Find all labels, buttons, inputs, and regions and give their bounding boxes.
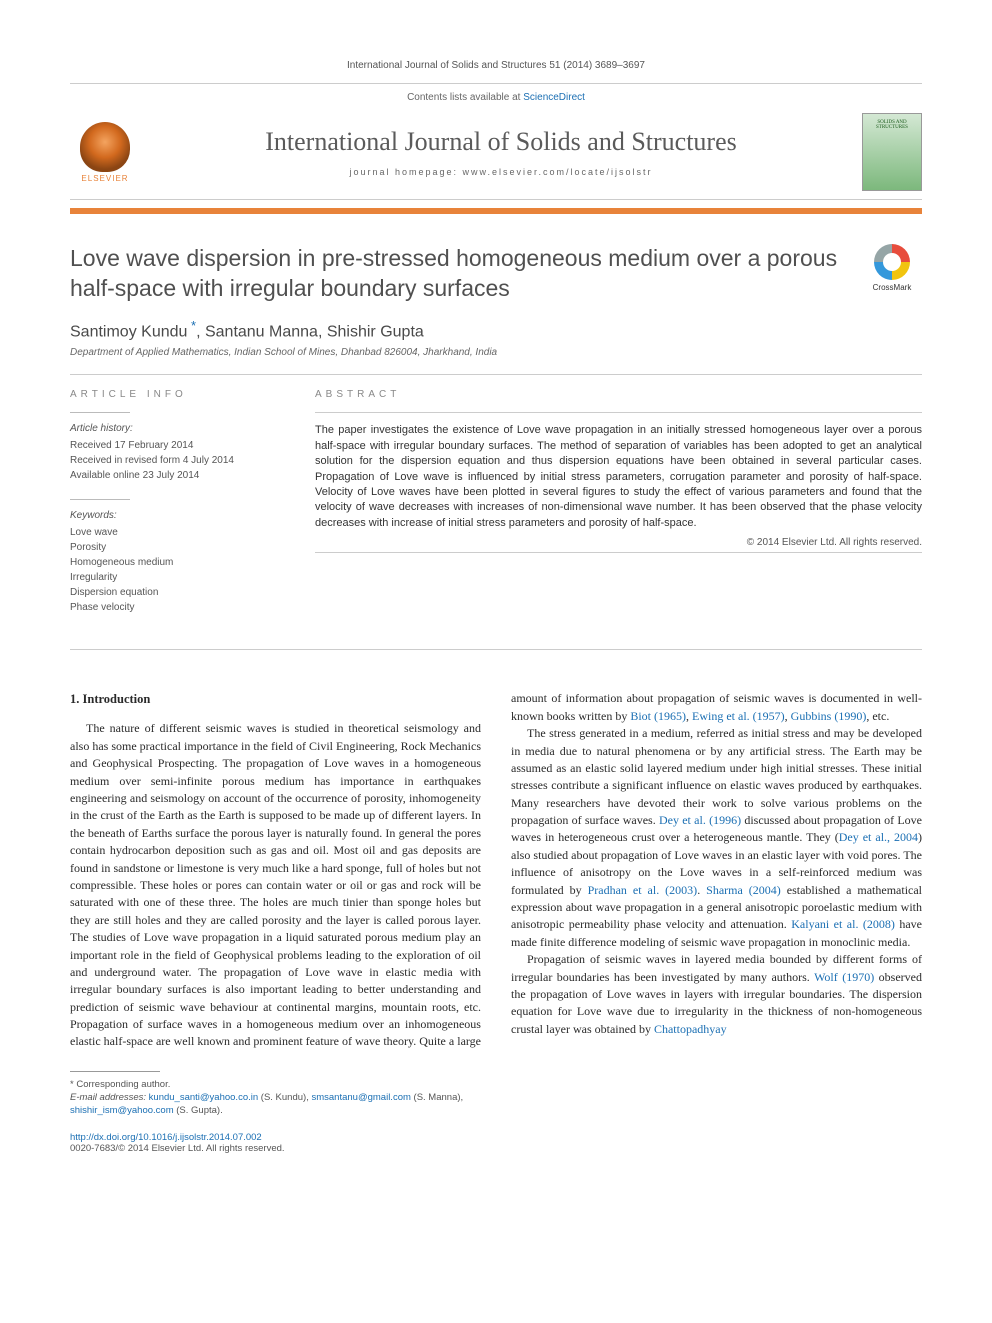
short-rule: [70, 499, 130, 500]
citation-link[interactable]: Ewing et al. (1957): [692, 709, 785, 723]
body-paragraph: Propagation of seismic waves in layered …: [511, 951, 922, 1038]
corresponding-author-note: * Corresponding author.: [70, 1078, 480, 1091]
article-info-label: ARTICLE INFO: [70, 389, 285, 400]
body-text: The stress generated in a medium, referr…: [511, 726, 922, 827]
abstract-rule-bottom: [315, 552, 922, 553]
journal-title: International Journal of Solids and Stru…: [140, 127, 862, 157]
short-rule: [70, 412, 130, 413]
journal-cover-thumb: SOLIDS AND STRUCTURES: [862, 113, 922, 191]
body-text: The nature of different seismic waves is…: [70, 721, 481, 1031]
citation-link[interactable]: Dey et al. (1996): [659, 813, 741, 827]
email-label: E-mail addresses:: [70, 1092, 149, 1103]
email-link[interactable]: kundu_santi@yahoo.co.in: [149, 1092, 258, 1103]
journal-header: Contents lists available at ScienceDirec…: [70, 83, 922, 200]
citation-link[interactable]: Kalyani et al. (2008): [791, 917, 895, 931]
section-heading-1: 1. Introduction: [70, 690, 481, 708]
divider: [70, 374, 922, 375]
history-heading: Article history:: [70, 421, 285, 436]
author-1: Santimoy Kundu: [70, 323, 187, 340]
abstract-copyright: © 2014 Elsevier Ltd. All rights reserved…: [315, 537, 922, 548]
online-date: Available online 23 July 2014: [70, 468, 285, 483]
email-line: E-mail addresses: kundu_santi@yahoo.co.i…: [70, 1091, 480, 1118]
keyword: Love wave: [70, 525, 285, 540]
issn-copyright: 0020-7683/© 2014 Elsevier Ltd. All right…: [70, 1143, 480, 1154]
keywords-block: Keywords: Love wave Porosity Homogeneous…: [70, 508, 285, 615]
article-title: Love wave dispersion in pre-stressed hom…: [70, 244, 842, 304]
citation-link[interactable]: Sharma (2004): [706, 883, 781, 897]
body-text: .: [697, 883, 706, 897]
footnote-rule: [70, 1071, 160, 1072]
abstract-rule: [315, 412, 922, 413]
corresponding-mark: *: [187, 318, 196, 333]
author-3: Shishir Gupta: [327, 323, 424, 340]
email-name: (S. Manna),: [411, 1092, 463, 1103]
email-name: (S. Kundu),: [258, 1092, 311, 1103]
keyword: Irregularity: [70, 570, 285, 585]
affiliation: Department of Applied Mathematics, India…: [70, 347, 922, 358]
abstract-text: The paper investigates the existence of …: [315, 423, 922, 531]
abstract-label: ABSTRACT: [315, 389, 922, 400]
body-text: , etc.: [866, 709, 889, 723]
elsevier-logo: ELSEVIER: [70, 115, 140, 190]
article-body: 1. Introduction The nature of different …: [70, 690, 922, 1051]
email-link[interactable]: shishir_ism@yahoo.com: [70, 1105, 174, 1116]
author-2: Santanu Manna: [205, 323, 318, 340]
contents-line: Contents lists available at ScienceDirec…: [70, 84, 922, 107]
article-info-column: ARTICLE INFO Article history: Received 1…: [70, 389, 285, 631]
footnotes: * Corresponding author. E-mail addresses…: [70, 1071, 480, 1118]
body-paragraph: The stress generated in a medium, referr…: [511, 725, 922, 951]
crossmark-label: CrossMark: [873, 283, 912, 292]
doi-block: http://dx.doi.org/10.1016/j.ijsolstr.201…: [70, 1132, 480, 1154]
divider: [70, 649, 922, 650]
keyword: Phase velocity: [70, 600, 285, 615]
contents-prefix: Contents lists available at: [407, 92, 523, 103]
accent-bar: [70, 208, 922, 214]
journal-homepage[interactable]: journal homepage: www.elsevier.com/locat…: [140, 167, 862, 177]
keywords-heading: Keywords:: [70, 508, 285, 523]
revised-date: Received in revised form 4 July 2014: [70, 453, 285, 468]
crossmark-icon: [874, 244, 910, 280]
doi-link[interactable]: http://dx.doi.org/10.1016/j.ijsolstr.201…: [70, 1132, 262, 1143]
author-list: Santimoy Kundu *, Santanu Manna, Shishir…: [70, 318, 922, 341]
email-link[interactable]: smsantanu@gmail.com: [311, 1092, 410, 1103]
sciencedirect-link[interactable]: ScienceDirect: [523, 92, 585, 103]
received-date: Received 17 February 2014: [70, 438, 285, 453]
citation-link[interactable]: Dey et al., 2004: [839, 830, 918, 844]
citation-link[interactable]: Gubbins (1990): [791, 709, 867, 723]
abstract-column: ABSTRACT The paper investigates the exis…: [315, 389, 922, 631]
cover-text: SOLIDS AND STRUCTURES: [863, 120, 921, 130]
citation-link[interactable]: Pradhan et al. (2003): [588, 883, 698, 897]
keyword: Homogeneous medium: [70, 555, 285, 570]
crossmark-badge[interactable]: CrossMark: [862, 244, 922, 304]
citation-link[interactable]: Chattopadhyay: [654, 1022, 727, 1036]
keyword: Dispersion equation: [70, 585, 285, 600]
elsevier-tree-icon: [80, 122, 130, 172]
citation-link[interactable]: Biot (1965): [630, 709, 686, 723]
email-name: (S. Gupta).: [174, 1105, 223, 1116]
elsevier-label: ELSEVIER: [81, 174, 128, 183]
running-citation: International Journal of Solids and Stru…: [70, 60, 922, 71]
citation-link[interactable]: Wolf (1970): [814, 970, 874, 984]
keyword: Porosity: [70, 540, 285, 555]
article-history: Article history: Received 17 February 20…: [70, 421, 285, 483]
